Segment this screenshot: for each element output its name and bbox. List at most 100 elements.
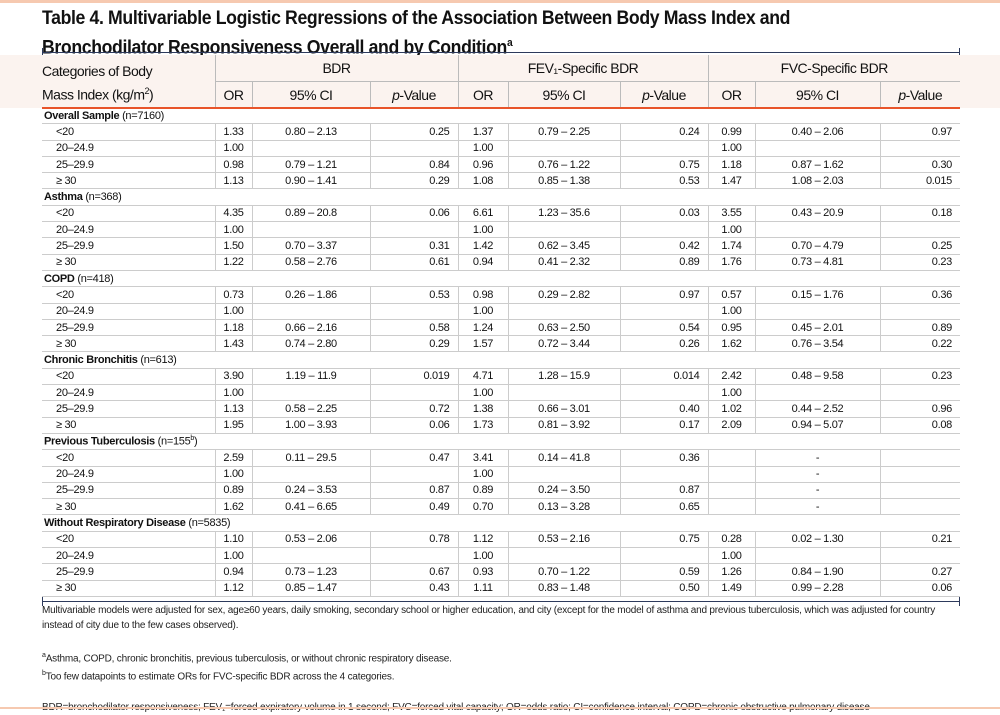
table-row: ≥ 30 1.22 0.58 – 2.76 0.61 0.94 0.41 – 2.32 0.… xyxy=(42,254,960,271)
or-cell: 1.42 xyxy=(457,237,508,255)
ci-cell xyxy=(754,140,880,157)
table-row: ≥ 30 1.43 0.74 – 2.80 0.29 1.57 0.72 – 3.44 0.… xyxy=(42,335,960,353)
or-cell xyxy=(707,498,755,516)
ci-cell xyxy=(507,140,620,157)
or-cell: 1.76 xyxy=(707,254,755,271)
table-row: <20 1.33 0.80 – 2.13 0.25 1.37 0.79 – 2.25 0.2… xyxy=(42,123,960,141)
table-row: <20 3.90 1.19 – 11.9 0.019 4.71 1.28 – 15.9 0.… xyxy=(42,368,960,386)
bmi-category: 20–24.9 xyxy=(42,140,215,157)
p-value-cell: 0.97 xyxy=(879,123,960,141)
or-cell: 0.98 xyxy=(457,286,508,304)
or-cell: 1.57 xyxy=(457,335,508,353)
ci-cell: 0.76 – 3.54 xyxy=(754,335,880,353)
top-rule xyxy=(42,48,960,57)
or-cell: 1.43 xyxy=(214,335,252,353)
p-value-cell: 0.49 xyxy=(369,498,458,516)
p-value-cell xyxy=(879,449,960,467)
p-value-cell xyxy=(369,547,458,565)
group-header-fvc: FVC-Specific BDR xyxy=(707,55,960,82)
table-row: ≥ 30 1.13 0.90 – 1.41 0.29 1.08 0.85 – 1.38 0.… xyxy=(42,172,960,190)
p-value-cell: 0.06 xyxy=(879,580,960,597)
or-cell: 0.73 xyxy=(214,286,252,304)
bmi-category: ≥ 30 xyxy=(42,417,215,434)
ci-cell: 1.23 – 35.6 xyxy=(507,205,620,223)
ci-cell: 0.41 – 6.65 xyxy=(251,498,370,516)
ci-cell: 0.63 – 2.50 xyxy=(507,319,620,337)
p-value-cell: 0.78 xyxy=(369,531,458,549)
p-value-cell: 0.61 xyxy=(369,254,458,271)
table-row: 25–29.9 0.94 0.73 – 1.23 0.67 0.93 0.70 – 1.2… xyxy=(42,563,960,581)
header-underline xyxy=(42,107,960,109)
ci-cell: 0.99 – 2.28 xyxy=(754,580,880,597)
footnote-a: aAsthma, COPD, chronic bronchitis, previ… xyxy=(42,652,452,665)
or-cell: 0.98 xyxy=(214,156,252,174)
p-value-cell: 0.53 xyxy=(369,286,458,304)
p-value-cell: 0.40 xyxy=(619,400,708,418)
ci-cell xyxy=(507,303,620,320)
or-cell: 1.49 xyxy=(707,580,755,597)
group-row: Chronic Bronchitis (n=613) xyxy=(42,351,960,369)
ci-cell: 0.24 – 3.50 xyxy=(507,482,620,500)
ci-cell: 0.72 – 3.44 xyxy=(507,335,620,353)
table-title: Table 4. Multivariable Logistic Regressi… xyxy=(42,8,791,59)
or-cell: 1.12 xyxy=(214,580,252,597)
p-value-cell: 0.96 xyxy=(879,400,960,418)
p-value-cell: 0.24 xyxy=(619,123,708,141)
p-value-cell: 0.18 xyxy=(879,205,960,223)
or-cell: 1.74 xyxy=(707,237,755,255)
ci-cell xyxy=(251,140,370,157)
or-cell: 1.13 xyxy=(214,172,252,190)
p-value-cell: 0.89 xyxy=(619,254,708,271)
p-value-cell: 0.014 xyxy=(619,368,708,386)
table-row: <20 4.35 0.89 – 20.8 0.06 6.61 1.23 – 35.6 0.0… xyxy=(42,205,960,223)
or-cell: 0.57 xyxy=(707,286,755,304)
subheader-p-value: p-Value xyxy=(619,81,708,108)
p-value-cell: 0.019 xyxy=(369,368,458,386)
ci-cell: 0.76 – 1.22 xyxy=(507,156,620,174)
bottom-border xyxy=(0,707,1000,709)
or-cell xyxy=(707,482,755,500)
p-value-cell xyxy=(619,303,708,320)
p-value-cell: 0.54 xyxy=(619,319,708,337)
bmi-category: ≥ 30 xyxy=(42,498,215,516)
p-value-cell: 0.50 xyxy=(619,580,708,597)
ci-cell: 0.53 – 2.06 xyxy=(251,531,370,549)
ci-cell: 0.73 – 1.23 xyxy=(251,563,370,581)
ci-cell: 0.80 – 2.13 xyxy=(251,123,370,141)
p-value-cell: 0.87 xyxy=(619,482,708,500)
p-value-cell: 0.97 xyxy=(619,286,708,304)
table-row: 20–24.9 1.00 1.00 1.00 xyxy=(42,384,960,402)
or-cell: 0.89 xyxy=(457,482,508,500)
ci-cell: 0.13 – 3.28 xyxy=(507,498,620,516)
or-cell: 1.47 xyxy=(707,172,755,190)
or-cell: 1.62 xyxy=(214,498,252,516)
category-header: Categories of Body Mass Index (kg/m2) xyxy=(42,63,154,103)
p-value-cell xyxy=(879,498,960,516)
ci-cell: 0.29 – 2.82 xyxy=(507,286,620,304)
or-cell: 1.00 xyxy=(457,140,508,157)
table-notes: Multivariable models were adjusted for s… xyxy=(42,603,962,715)
or-cell: 1.00 xyxy=(214,384,252,402)
or-cell: 1.13 xyxy=(214,400,252,418)
or-cell: 0.95 xyxy=(707,319,755,337)
or-cell: 1.00 xyxy=(214,140,252,157)
p-value-cell: 0.84 xyxy=(369,156,458,174)
or-cell: 1.22 xyxy=(214,254,252,271)
ci-cell xyxy=(754,384,880,402)
ci-cell xyxy=(251,384,370,402)
or-cell: 4.71 xyxy=(457,368,508,386)
or-cell xyxy=(707,449,755,467)
table-row: 25–29.9 1.50 0.70 – 3.37 0.31 1.42 0.62 – 3.4… xyxy=(42,237,960,255)
group-label: Overall Sample (n=7160) xyxy=(42,108,960,125)
ci-cell: 0.84 – 1.90 xyxy=(754,563,880,581)
bmi-category: 20–24.9 xyxy=(42,466,215,483)
ci-cell: 1.00 – 3.93 xyxy=(251,417,370,434)
p-value-cell: 0.67 xyxy=(369,563,458,581)
p-value-cell: 0.43 xyxy=(369,580,458,597)
bmi-category: <20 xyxy=(42,531,215,549)
p-value-cell: 0.75 xyxy=(619,156,708,174)
group-header-bdr: BDR xyxy=(214,55,458,82)
table-row: ≥ 30 1.12 0.85 – 1.47 0.43 1.11 0.83 – 1.48 0.… xyxy=(42,580,960,597)
group-label: Without Respiratory Disease (n=5835) xyxy=(42,514,960,532)
ci-cell: 0.85 – 1.47 xyxy=(251,580,370,597)
